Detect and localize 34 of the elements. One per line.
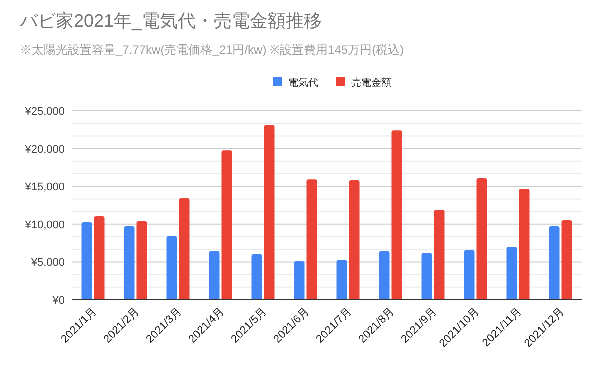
y-tick-label: ¥0	[52, 295, 65, 307]
bar	[179, 198, 190, 300]
bar	[506, 247, 518, 300]
chart-subtitle: ※太陽光設置容量_7.77kw(売電価格_21円/kw) ※設置費用145万円(税込)	[20, 43, 404, 57]
bar	[222, 150, 232, 300]
y-tick-label: ¥5,000	[30, 257, 65, 270]
bar	[136, 221, 148, 300]
bar	[434, 210, 445, 300]
bar	[349, 180, 360, 300]
bar	[252, 254, 262, 300]
bar	[124, 226, 135, 300]
y-tick-label: ¥15,000	[24, 182, 65, 194]
bar	[94, 216, 105, 300]
bar	[464, 250, 475, 300]
bar	[422, 253, 432, 300]
bar	[264, 125, 275, 300]
chart-title: バビ家2021年_電気代・売電金額推移	[19, 11, 322, 31]
bar	[294, 261, 305, 300]
y-tick-label: ¥10,000	[24, 219, 65, 232]
bar	[476, 178, 488, 300]
bar	[82, 222, 92, 300]
bar	[549, 226, 560, 300]
legend-label: 売電金額	[352, 77, 392, 89]
y-tick-label: ¥20,000	[24, 144, 65, 156]
y-tick-label: ¥25,000	[24, 106, 65, 118]
bar	[519, 189, 530, 300]
legend-label: 電気代	[288, 78, 318, 89]
bar	[306, 180, 318, 300]
bar	[166, 236, 178, 300]
bar	[336, 260, 348, 300]
bar	[562, 220, 572, 300]
bar	[209, 251, 220, 300]
bar	[392, 130, 402, 300]
bar	[379, 251, 390, 300]
